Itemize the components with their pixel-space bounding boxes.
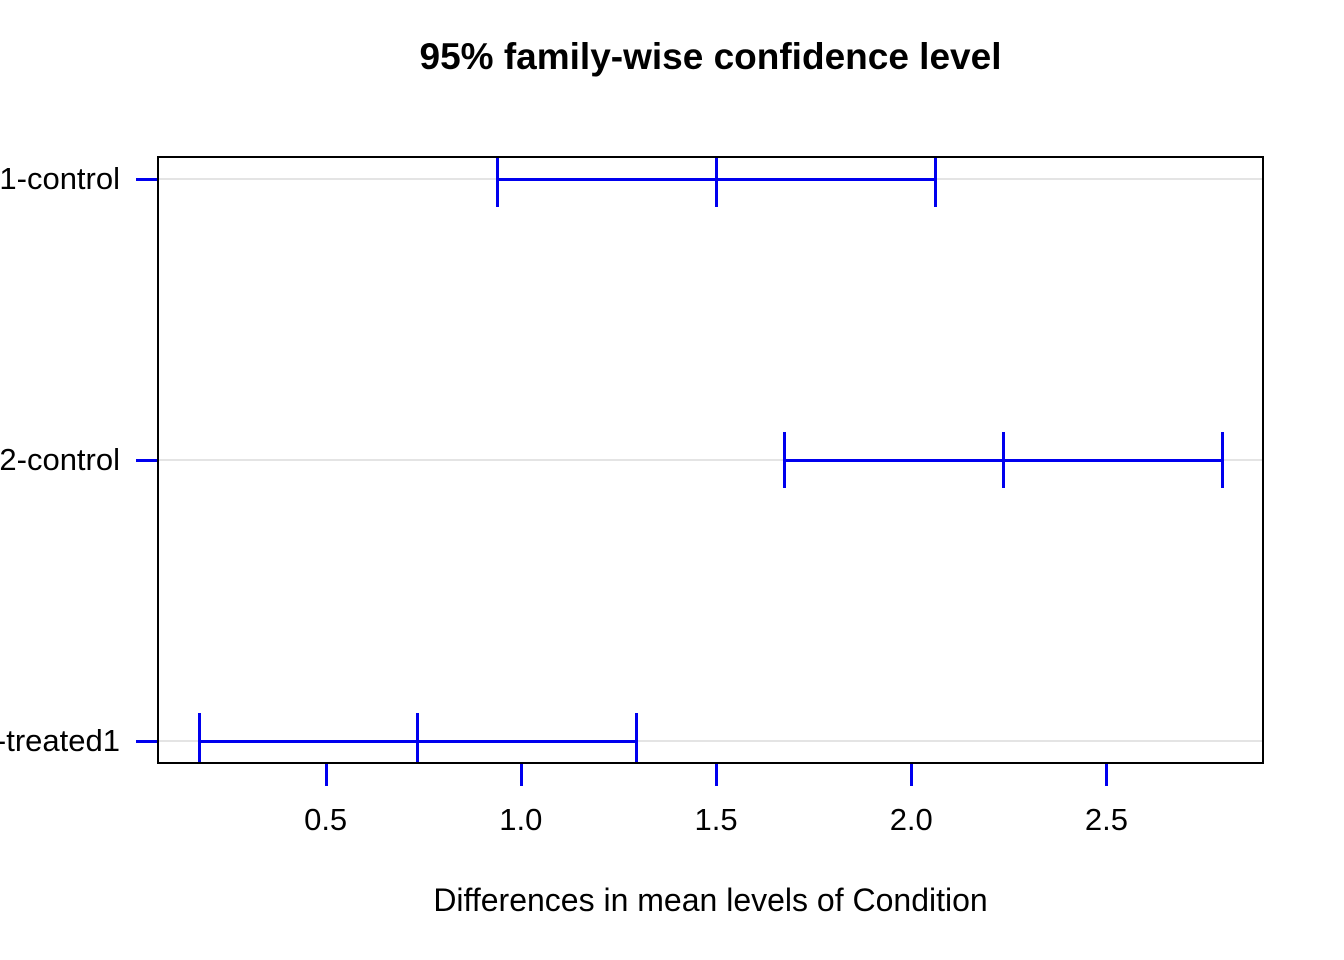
x-axis-tick-label: 1.0	[499, 802, 543, 837]
x-axis-tick	[519, 764, 523, 786]
x-axis-tick	[324, 764, 328, 786]
row-gridline	[159, 740, 1262, 742]
x-axis-title: Differences in mean levels of Condition	[433, 882, 988, 918]
x-axis-tick-label: 1.5	[694, 802, 738, 837]
x-axis-tick	[1105, 764, 1109, 786]
x-axis-tick	[715, 764, 719, 786]
interval-upper-cap	[635, 713, 639, 762]
interval-lower-cap	[197, 713, 201, 762]
x-axis-tick	[910, 764, 914, 786]
x-axis-tick-label: 2.0	[889, 802, 933, 837]
interval-center-tick	[1001, 432, 1005, 488]
interval-lower-cap	[783, 432, 787, 488]
chart-title: 95% family-wise confidence level	[419, 36, 1002, 77]
x-axis-tick-label: 0.5	[304, 802, 348, 837]
y-axis-label: 2-control	[0, 442, 120, 477]
y-axis-tick	[136, 740, 157, 743]
y-axis-label: 1-control	[0, 161, 120, 196]
row-gridline	[159, 459, 1262, 461]
y-axis-label: -treated1	[0, 723, 120, 758]
interval-center-tick	[715, 158, 719, 207]
interval-lower-cap	[496, 158, 500, 207]
interval-upper-cap	[933, 158, 937, 207]
interval-upper-cap	[1220, 432, 1224, 488]
y-axis-tick	[136, 178, 157, 181]
y-axis-tick	[136, 459, 157, 462]
interval-center-tick	[416, 713, 420, 762]
x-axis-tick-label: 2.5	[1084, 802, 1128, 837]
plot-area	[157, 156, 1264, 764]
